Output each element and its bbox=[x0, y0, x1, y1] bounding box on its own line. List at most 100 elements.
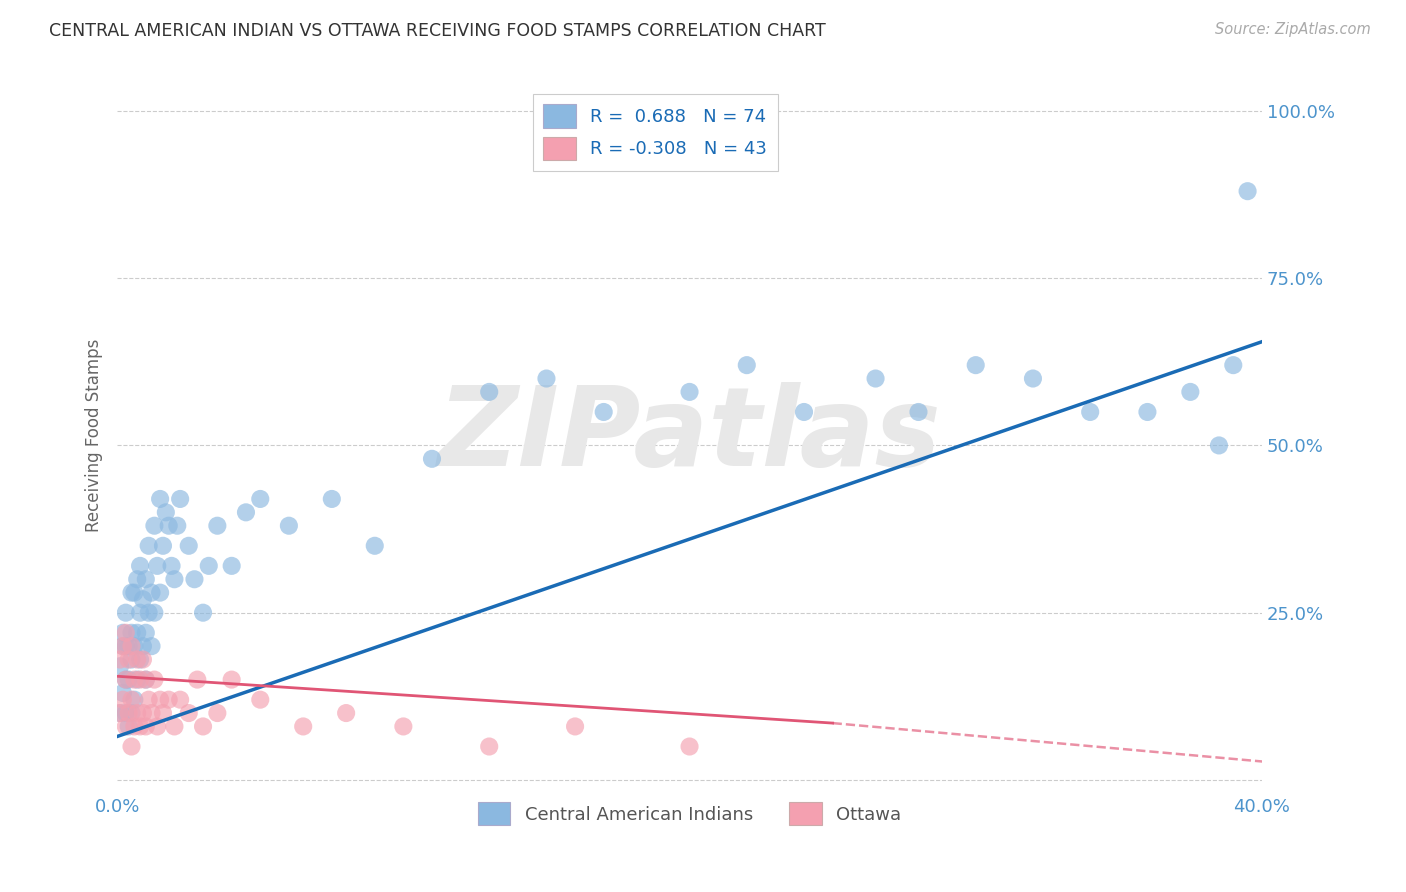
Point bbox=[678, 739, 700, 754]
Point bbox=[592, 405, 614, 419]
Point bbox=[124, 585, 146, 599]
Point bbox=[249, 692, 271, 706]
Point bbox=[138, 692, 160, 706]
Point bbox=[111, 625, 134, 640]
Point bbox=[152, 539, 174, 553]
Point bbox=[564, 719, 586, 733]
Point bbox=[129, 652, 152, 666]
Point bbox=[143, 518, 166, 533]
Point bbox=[907, 405, 929, 419]
Point bbox=[135, 625, 157, 640]
Point bbox=[735, 358, 758, 372]
Point bbox=[177, 706, 200, 720]
Point bbox=[141, 639, 163, 653]
Point bbox=[1078, 405, 1101, 419]
Point bbox=[1180, 384, 1202, 399]
Point bbox=[191, 719, 214, 733]
Point bbox=[124, 692, 146, 706]
Point bbox=[235, 505, 257, 519]
Point bbox=[141, 706, 163, 720]
Point bbox=[121, 706, 143, 720]
Point bbox=[132, 706, 155, 720]
Point bbox=[124, 719, 146, 733]
Point bbox=[108, 706, 131, 720]
Point bbox=[157, 692, 180, 706]
Point bbox=[221, 673, 243, 687]
Point bbox=[121, 639, 143, 653]
Point bbox=[149, 491, 172, 506]
Point bbox=[132, 592, 155, 607]
Point bbox=[117, 639, 139, 653]
Point bbox=[135, 572, 157, 586]
Point bbox=[207, 706, 229, 720]
Point bbox=[111, 692, 134, 706]
Point bbox=[127, 706, 149, 720]
Point bbox=[149, 692, 172, 706]
Point bbox=[132, 639, 155, 653]
Point bbox=[183, 572, 205, 586]
Point bbox=[392, 719, 415, 733]
Point bbox=[163, 572, 186, 586]
Point bbox=[221, 558, 243, 573]
Point bbox=[163, 719, 186, 733]
Point bbox=[155, 505, 177, 519]
Point bbox=[117, 719, 139, 733]
Point bbox=[117, 652, 139, 666]
Text: ZIPatlas: ZIPatlas bbox=[437, 382, 942, 489]
Point bbox=[114, 606, 136, 620]
Point bbox=[965, 358, 987, 372]
Point bbox=[478, 384, 501, 399]
Point bbox=[364, 539, 387, 553]
Point bbox=[177, 539, 200, 553]
Point bbox=[127, 652, 149, 666]
Point bbox=[121, 585, 143, 599]
Point bbox=[335, 706, 357, 720]
Point bbox=[141, 585, 163, 599]
Point bbox=[678, 384, 700, 399]
Point bbox=[114, 706, 136, 720]
Point bbox=[138, 539, 160, 553]
Point bbox=[478, 739, 501, 754]
Point bbox=[207, 518, 229, 533]
Point bbox=[292, 719, 315, 733]
Point bbox=[124, 673, 146, 687]
Point bbox=[143, 606, 166, 620]
Text: CENTRAL AMERICAN INDIAN VS OTTAWA RECEIVING FOOD STAMPS CORRELATION CHART: CENTRAL AMERICAN INDIAN VS OTTAWA RECEIV… bbox=[49, 22, 825, 40]
Point bbox=[108, 706, 131, 720]
Point bbox=[135, 673, 157, 687]
Point bbox=[277, 518, 299, 533]
Point bbox=[117, 673, 139, 687]
Point bbox=[166, 518, 188, 533]
Point bbox=[121, 692, 143, 706]
Point bbox=[135, 719, 157, 733]
Point bbox=[117, 706, 139, 720]
Point bbox=[169, 491, 191, 506]
Legend: Central American Indians, Ottawa: Central American Indians, Ottawa bbox=[468, 793, 910, 834]
Point bbox=[865, 371, 887, 385]
Point bbox=[169, 692, 191, 706]
Point bbox=[1208, 438, 1230, 452]
Point bbox=[114, 673, 136, 687]
Point bbox=[114, 673, 136, 687]
Point bbox=[1222, 358, 1244, 372]
Point bbox=[197, 558, 219, 573]
Point bbox=[321, 491, 343, 506]
Point bbox=[1236, 184, 1258, 198]
Point bbox=[143, 673, 166, 687]
Point bbox=[127, 572, 149, 586]
Point bbox=[146, 719, 169, 733]
Point bbox=[127, 673, 149, 687]
Point bbox=[420, 451, 443, 466]
Point bbox=[114, 639, 136, 653]
Point bbox=[146, 558, 169, 573]
Point bbox=[160, 558, 183, 573]
Point bbox=[1022, 371, 1045, 385]
Point bbox=[132, 652, 155, 666]
Point bbox=[121, 652, 143, 666]
Point bbox=[124, 639, 146, 653]
Point bbox=[127, 625, 149, 640]
Point bbox=[129, 719, 152, 733]
Point bbox=[149, 585, 172, 599]
Point bbox=[108, 652, 131, 666]
Point bbox=[121, 739, 143, 754]
